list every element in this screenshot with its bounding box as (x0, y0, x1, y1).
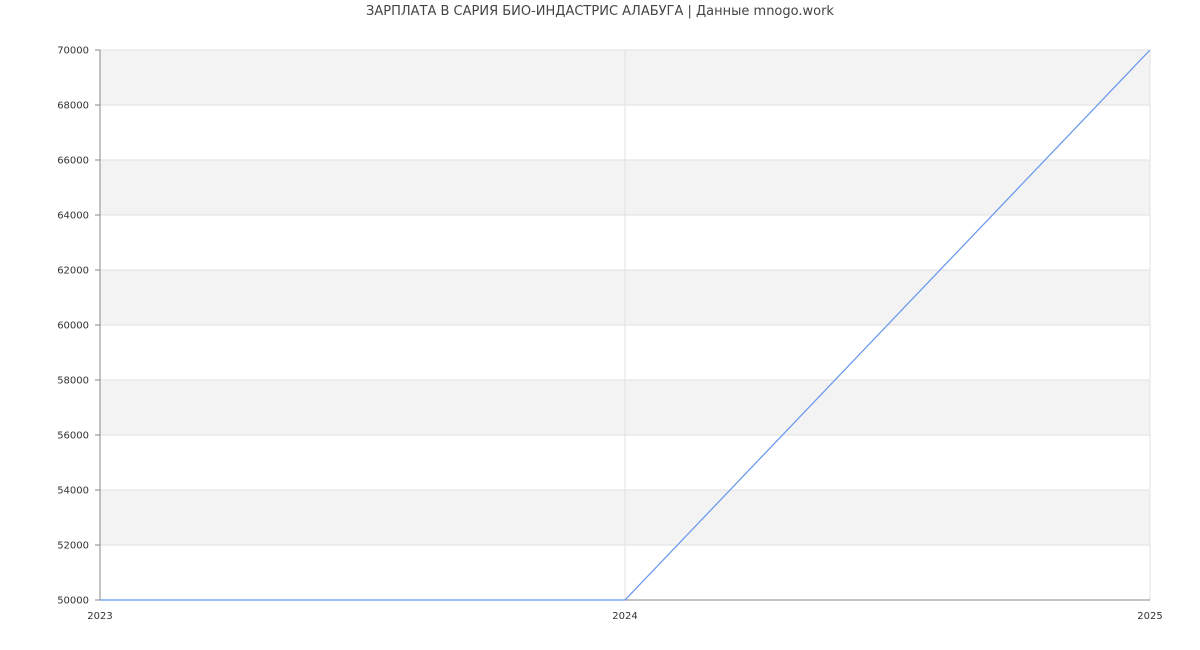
y-tick-label: 50000 (57, 596, 89, 607)
y-tick-label: 58000 (57, 376, 89, 387)
y-tick-label: 66000 (57, 156, 89, 167)
y-tick-label: 68000 (57, 101, 89, 112)
y-tick-label: 64000 (57, 211, 89, 222)
chart-title: ЗАРПЛАТА В САРИЯ БИО-ИНДАСТРИС АЛАБУГА |… (366, 4, 834, 19)
series-line (100, 49, 1151, 601)
y-tick-label: 70000 (57, 46, 89, 57)
y-tick-label: 60000 (57, 321, 89, 332)
y-tick-label: 54000 (57, 486, 89, 497)
x-tick-label: 2025 (1137, 611, 1162, 622)
y-tick-label: 62000 (57, 266, 89, 277)
x-tick-label: 2023 (87, 611, 112, 622)
x-tick-label: 2024 (612, 611, 637, 622)
y-tick-label: 56000 (57, 431, 89, 442)
y-tick-label: 52000 (57, 541, 89, 552)
